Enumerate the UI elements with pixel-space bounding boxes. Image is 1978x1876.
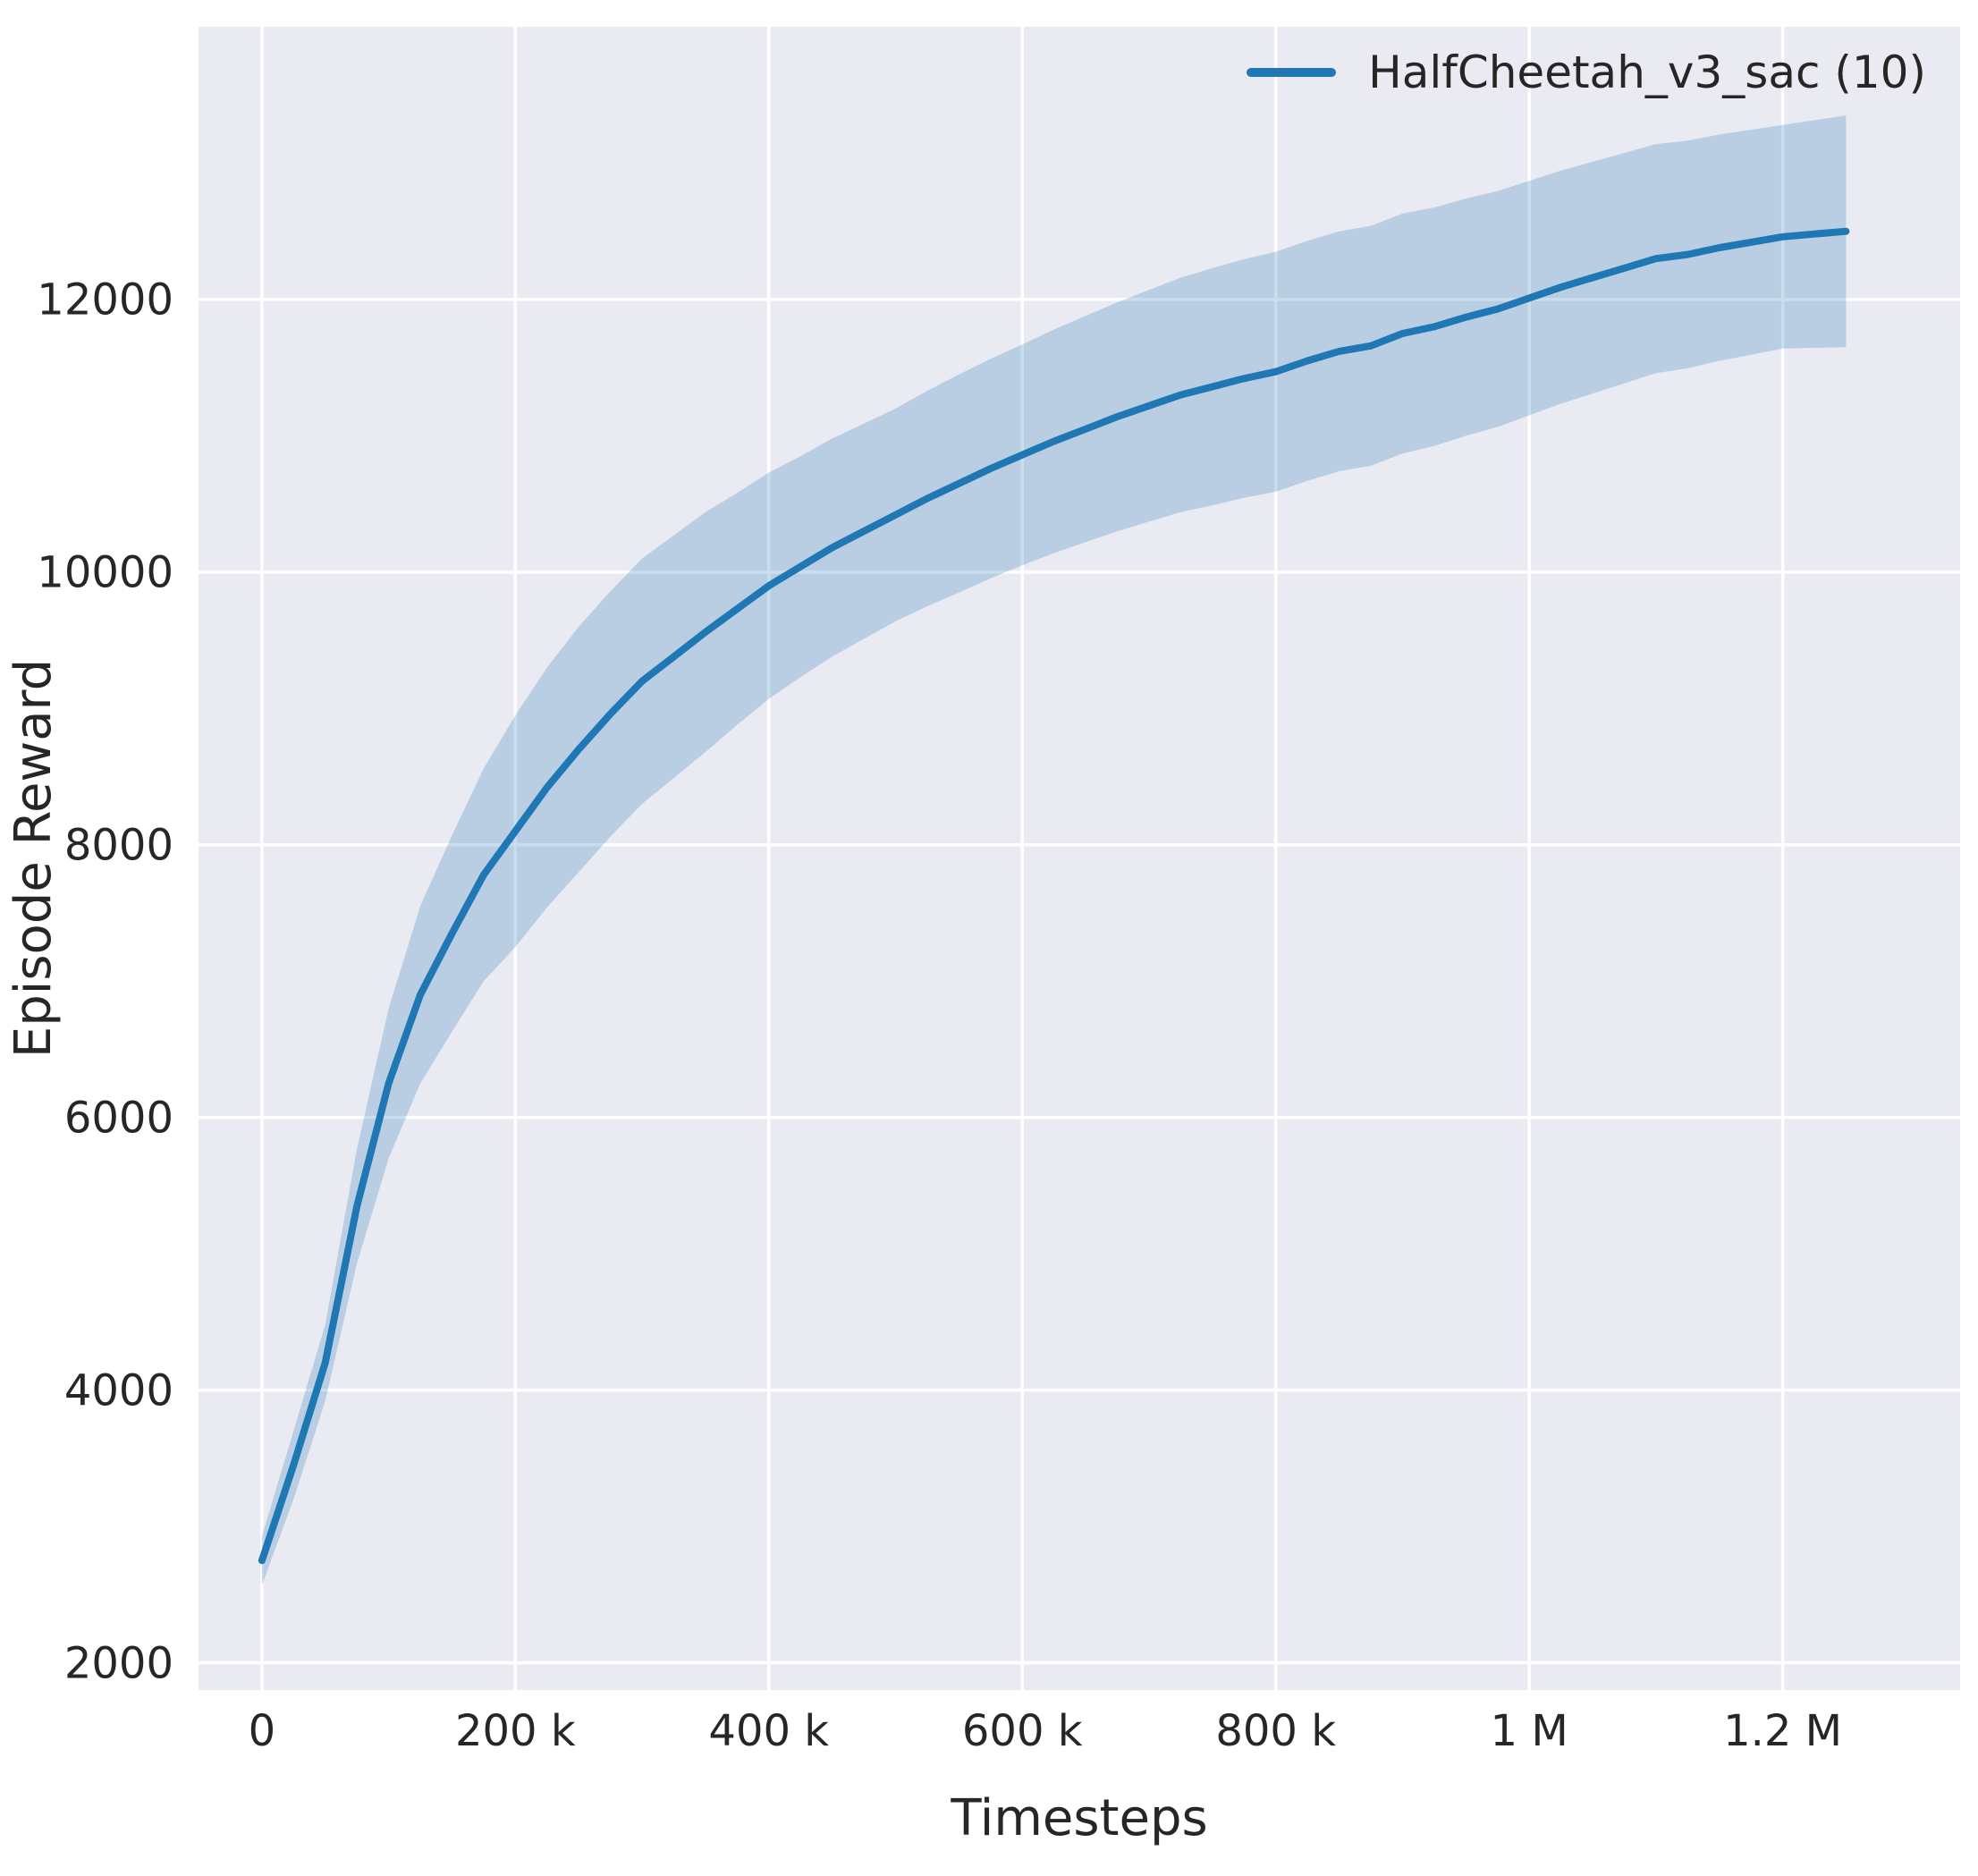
grid-lines	[199, 27, 1960, 1690]
x-tick-label: 0	[249, 1706, 276, 1756]
y-tick-label: 8000	[64, 821, 173, 871]
y-tick-label: 2000	[64, 1638, 173, 1688]
y-tick-label: 10000	[37, 548, 173, 598]
y-axis-label: Episode Reward	[4, 659, 63, 1058]
x-axis-label: Timesteps	[950, 1789, 1207, 1847]
confidence-band	[261, 115, 1847, 1585]
x-tick-label: 200 k	[455, 1706, 576, 1756]
y-tick-label: 12000	[37, 275, 173, 325]
x-tick-label: 800 k	[1215, 1706, 1336, 1756]
x-tick-label: 1 M	[1491, 1706, 1568, 1756]
mean-line	[258, 227, 1850, 1565]
x-tick-label: 600 k	[962, 1706, 1083, 1756]
x-tick-label: 400 k	[708, 1706, 829, 1756]
y-axis-tick-labels: 2000 4000 6000 8000 10000 12000	[37, 275, 173, 1689]
x-axis-tick-labels: 0 200 k 400 k 600 k 800 k 1 M 1.2 M	[249, 1706, 1843, 1756]
y-tick-label: 4000	[64, 1365, 173, 1415]
x-tick-label: 1.2 M	[1723, 1706, 1842, 1756]
y-tick-label: 6000	[64, 1093, 173, 1143]
